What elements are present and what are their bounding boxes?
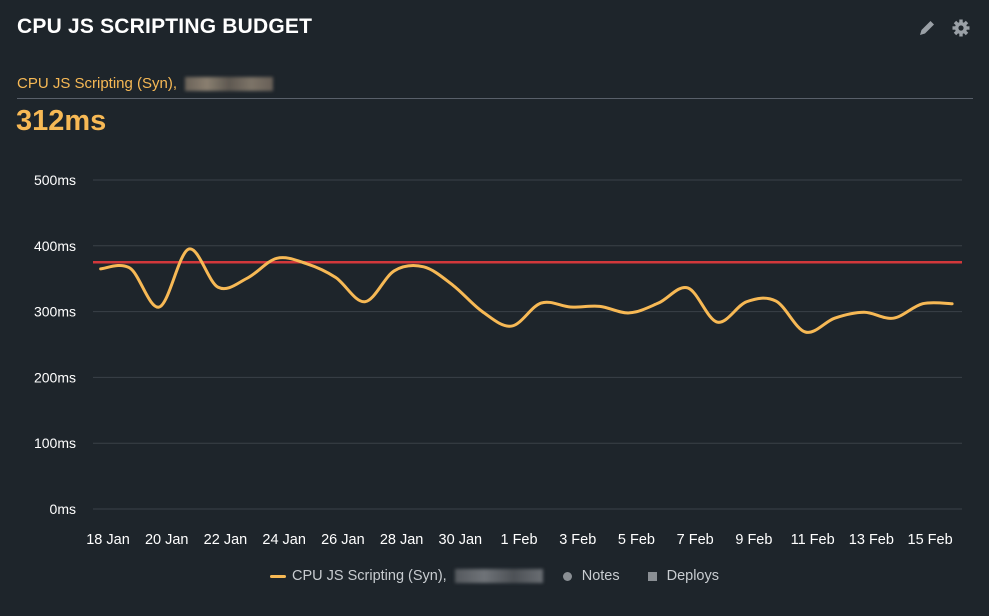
legend: CPU JS Scripting (Syn), Notes Deploys bbox=[0, 568, 989, 584]
x-tick-label: 11 Feb bbox=[791, 532, 835, 548]
y-tick-label: 500ms bbox=[34, 172, 76, 188]
x-tick-label: 5 Feb bbox=[618, 532, 655, 548]
x-tick-label: 15 Feb bbox=[908, 532, 953, 548]
redacted-site-name bbox=[185, 77, 274, 92]
redacted-site-name bbox=[454, 569, 543, 583]
metric-name: CPU JS Scripting (Syn), bbox=[17, 75, 178, 92]
x-tick-label: 18 Jan bbox=[86, 532, 130, 548]
widget-title: CPU JS SCRIPTING BUDGET bbox=[17, 15, 313, 38]
x-tick-label: 22 Jan bbox=[204, 532, 248, 548]
y-tick-label: 200ms bbox=[34, 369, 76, 385]
x-tick-label: 24 Jan bbox=[262, 532, 306, 548]
x-tick-label: 30 Jan bbox=[439, 532, 483, 548]
y-tick-label: 100ms bbox=[34, 435, 76, 451]
y-tick-label: 400ms bbox=[34, 238, 76, 254]
pencil-icon[interactable] bbox=[917, 18, 937, 43]
current-value: 312ms bbox=[16, 105, 107, 137]
x-tick-label: 1 Feb bbox=[500, 532, 537, 548]
legend-series[interactable]: CPU JS Scripting (Syn), bbox=[292, 568, 447, 584]
gear-icon[interactable] bbox=[951, 18, 971, 43]
x-tick-label: 13 Feb bbox=[849, 532, 894, 548]
x-tick-label: 20 Jan bbox=[145, 532, 189, 548]
notes-dot-icon bbox=[562, 571, 572, 581]
x-tick-label: 9 Feb bbox=[735, 532, 772, 548]
metric-label: CPU JS Scripting (Syn), bbox=[17, 75, 274, 92]
x-tick-label: 28 Jan bbox=[380, 532, 424, 548]
x-tick-label: 7 Feb bbox=[677, 532, 714, 548]
legend-notes[interactable]: Notes bbox=[581, 568, 620, 584]
x-tick-label: 3 Feb bbox=[559, 532, 596, 548]
legend-deploys[interactable]: Deploys bbox=[666, 568, 719, 584]
y-tick-label: 300ms bbox=[34, 304, 76, 320]
x-tick-label: 26 Jan bbox=[321, 532, 365, 548]
divider bbox=[17, 98, 973, 99]
series-line bbox=[99, 247, 954, 334]
series-line-icon bbox=[270, 574, 286, 578]
deploys-square-icon bbox=[647, 571, 657, 581]
y-tick-label: 0ms bbox=[50, 501, 76, 517]
